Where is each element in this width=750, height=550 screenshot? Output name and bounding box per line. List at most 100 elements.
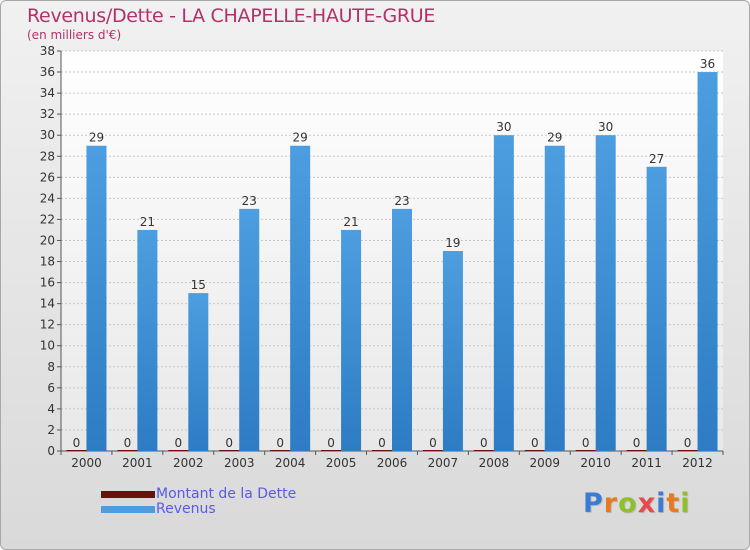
y-tick-label: 10 bbox=[40, 339, 55, 353]
bar-dette bbox=[677, 450, 698, 451]
bar-dette bbox=[168, 450, 189, 451]
data-label-dette: 0 bbox=[684, 436, 692, 450]
data-label-revenus: 30 bbox=[598, 120, 613, 134]
bar-revenus bbox=[392, 208, 412, 451]
y-tick-label: 28 bbox=[40, 149, 55, 163]
bar-revenus bbox=[493, 135, 514, 452]
logo-letter: x bbox=[637, 488, 657, 519]
y-tick-label: 30 bbox=[40, 128, 55, 142]
x-tick-label: 2003 bbox=[224, 456, 255, 470]
data-label-revenus: 27 bbox=[649, 152, 664, 166]
proxiti-logo: Proxiti bbox=[583, 488, 691, 519]
bar-revenus bbox=[341, 229, 362, 451]
legend-label-revenus: Revenus bbox=[156, 501, 216, 517]
data-label-dette: 0 bbox=[429, 436, 437, 450]
logo-letter: o bbox=[618, 488, 638, 519]
y-tick-label: 26 bbox=[40, 170, 55, 184]
chart-title: Revenus/Dette - LA CHAPELLE-HAUTE-GRUE bbox=[27, 5, 436, 27]
y-tick-label: 20 bbox=[40, 233, 55, 247]
bar-dette bbox=[66, 450, 87, 451]
x-tick-label: 2010 bbox=[580, 456, 611, 470]
y-tick-label: 32 bbox=[40, 107, 55, 121]
bar-revenus bbox=[646, 166, 667, 451]
x-tick-label: 2005 bbox=[326, 456, 357, 470]
data-label-dette: 0 bbox=[124, 436, 132, 450]
bar-dette bbox=[219, 450, 240, 451]
logo-letter: i bbox=[656, 488, 667, 519]
y-tick-label: 22 bbox=[40, 212, 55, 226]
bar-revenus bbox=[544, 145, 565, 451]
logo-letter: r bbox=[603, 488, 619, 519]
data-label-revenus: 15 bbox=[191, 278, 206, 292]
data-label-dette: 0 bbox=[327, 436, 335, 450]
data-label-revenus: 21 bbox=[343, 215, 358, 229]
data-label-revenus: 29 bbox=[293, 131, 308, 145]
bar-revenus bbox=[697, 72, 718, 451]
bar-revenus bbox=[595, 135, 616, 452]
y-tick-label: 16 bbox=[40, 276, 55, 290]
x-tick-label: 2002 bbox=[173, 456, 204, 470]
x-tick-label: 2001 bbox=[122, 456, 153, 470]
y-tick-label: 2 bbox=[47, 423, 55, 437]
bar-dette bbox=[575, 450, 596, 451]
legend-swatch-revenus bbox=[101, 506, 155, 513]
bar-revenus bbox=[86, 145, 107, 451]
data-label-revenus: 21 bbox=[140, 215, 155, 229]
bar-revenus bbox=[239, 208, 260, 451]
bar-revenus bbox=[290, 145, 311, 451]
data-label-revenus: 36 bbox=[700, 57, 715, 71]
bar-revenus bbox=[442, 251, 463, 451]
y-tick-label: 4 bbox=[47, 402, 55, 416]
legend-label-dette: Montant de la Dette bbox=[156, 486, 297, 502]
data-label-dette: 0 bbox=[480, 436, 488, 450]
bar-revenus bbox=[137, 229, 158, 451]
data-label-dette: 0 bbox=[378, 436, 386, 450]
x-tick-label: 2012 bbox=[682, 456, 713, 470]
data-label-dette: 0 bbox=[276, 436, 284, 450]
bar-dette bbox=[524, 450, 545, 451]
data-label-revenus: 29 bbox=[547, 131, 562, 145]
y-tick-label: 18 bbox=[40, 255, 55, 269]
bar-dette bbox=[270, 450, 291, 451]
data-label-dette: 0 bbox=[531, 436, 539, 450]
bar-dette bbox=[321, 450, 342, 451]
bar-dette bbox=[626, 450, 647, 451]
bar-dette bbox=[372, 450, 392, 451]
legend-swatch-dette bbox=[101, 491, 155, 498]
x-tick-label: 2007 bbox=[428, 456, 459, 470]
data-label-dette: 0 bbox=[633, 436, 641, 450]
y-tick-label: 8 bbox=[47, 360, 55, 374]
data-label-revenus: 23 bbox=[394, 194, 409, 208]
data-label-dette: 0 bbox=[174, 436, 182, 450]
x-tick-label: 2000 bbox=[71, 456, 102, 470]
bar-dette bbox=[473, 450, 494, 451]
y-tick-label: 36 bbox=[40, 65, 55, 79]
x-tick-label: 2011 bbox=[631, 456, 662, 470]
data-label-revenus: 23 bbox=[242, 194, 257, 208]
y-tick-label: 0 bbox=[47, 444, 55, 458]
data-label-dette: 0 bbox=[73, 436, 81, 450]
data-label-revenus: 19 bbox=[445, 236, 460, 250]
y-tick-label: 14 bbox=[40, 297, 55, 311]
data-label-revenus: 29 bbox=[89, 131, 104, 145]
y-tick-label: 24 bbox=[40, 191, 55, 205]
logo-letter: i bbox=[680, 488, 691, 519]
data-label-revenus: 30 bbox=[496, 120, 511, 134]
y-tick-label: 6 bbox=[47, 381, 55, 395]
data-label-dette: 0 bbox=[582, 436, 590, 450]
bar-revenus bbox=[188, 293, 209, 451]
x-tick-label: 2004 bbox=[275, 456, 306, 470]
logo-letter: t bbox=[666, 488, 681, 519]
y-tick-label: 38 bbox=[40, 44, 55, 58]
x-tick-label: 2008 bbox=[479, 456, 510, 470]
bar-dette bbox=[117, 450, 138, 451]
y-tick-label: 12 bbox=[40, 318, 55, 332]
data-label-dette: 0 bbox=[225, 436, 233, 450]
logo-letter: P bbox=[583, 488, 604, 519]
x-tick-label: 2009 bbox=[529, 456, 560, 470]
bar-dette bbox=[422, 450, 443, 451]
x-tick-label: 2006 bbox=[377, 456, 408, 470]
chart-subtitle: (en milliers d'€) bbox=[27, 28, 122, 42]
